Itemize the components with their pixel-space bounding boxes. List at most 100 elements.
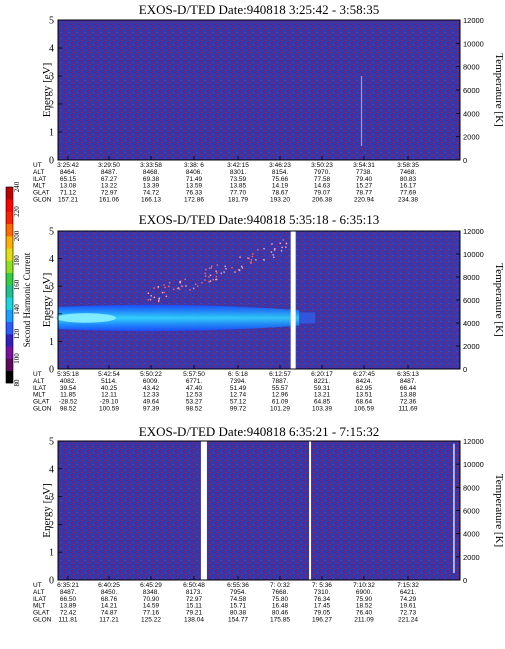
scatter-point (189, 289, 191, 291)
row-value-ut: 3:38: 6 (184, 162, 204, 169)
temperature-tick-label: 10000 (463, 460, 484, 469)
energy-tick-label: 2 (49, 100, 54, 111)
colorbar-tick-label: 220 (13, 206, 21, 217)
scatter-point (147, 299, 149, 301)
row-value-glat: 72.73 (400, 610, 417, 617)
colorbar-segment (6, 358, 13, 372)
row-value-alt: 8154. (272, 169, 288, 176)
scatter-point (216, 272, 218, 274)
scatter-point (274, 247, 276, 250)
row-label-glon: GLON (33, 406, 52, 413)
row-label-mlt: MLT (33, 603, 46, 610)
row-value-glon: 211.09 (354, 617, 374, 624)
row-label-alt: ALT (33, 378, 44, 385)
row-value-alt: 4082. (60, 378, 76, 385)
scatter-point (179, 281, 181, 283)
row-value-glon: 98.52 (60, 406, 77, 413)
row-value-ut: 3:33:58 (140, 162, 162, 169)
row-value-glat: 80.38 (230, 610, 247, 617)
row-value-mlt: 18.52 (356, 603, 373, 610)
scatter-point (158, 300, 160, 302)
scatter-point (215, 275, 218, 278)
row-value-ut: 3:50:23 (311, 162, 333, 169)
energy-tick-label: 1 (49, 337, 54, 348)
scatter-point (204, 272, 206, 275)
scatter-point (215, 270, 217, 272)
row-label-ilat: ILAT (33, 176, 46, 183)
scatter-point (250, 261, 252, 263)
row-value-mlt: 11.85 (60, 392, 76, 399)
energy-tick-label: 0 (49, 365, 54, 376)
energy-tick-label: 4 (49, 44, 54, 55)
row-value-ut: 7: 5:36 (312, 582, 332, 589)
row-label-ut: UT (33, 162, 42, 169)
temperature-tick-label: 4000 (463, 109, 480, 118)
colorbar-segment (6, 370, 13, 384)
scatter-point (271, 243, 273, 245)
temperature-axis-label: Temperature [K] (493, 474, 505, 547)
row-label-glat: GLAT (33, 190, 50, 197)
colorbar-segment (6, 346, 13, 359)
energy-tick-label: 1 (49, 548, 54, 559)
energy-tick-label: 5 (49, 16, 54, 27)
row-value-glat: 72.42 (60, 610, 77, 617)
data-gap (200, 441, 207, 580)
energy-tick-label: 5 (49, 437, 54, 448)
row-value-glon: 234.38 (398, 197, 418, 204)
colorbar-tick-label: 240 (13, 181, 21, 192)
scatter-point (250, 259, 253, 261)
scatter-point (280, 250, 283, 252)
row-value-glon: 103.39 (312, 406, 332, 413)
panel-title: EXOS-D/TED Date:940818 6:35:21 - 7:15:32 (139, 424, 379, 439)
scatter-point (158, 297, 160, 299)
row-value-glon: 172.86 (184, 197, 204, 204)
temperature-tick-label: 8000 (463, 273, 480, 282)
row-value-alt: 8487. (60, 589, 76, 596)
scatter-point (157, 300, 160, 303)
row-value-ilat: 55.57 (272, 385, 289, 392)
colorbar-segment (6, 187, 13, 200)
temperature-tick-label: 6000 (463, 296, 480, 305)
row-value-alt: 7468. (400, 169, 416, 176)
scatter-point (263, 247, 265, 250)
row-label-ut: UT (33, 582, 42, 589)
scatter-point (208, 267, 211, 270)
scatter-point (210, 265, 213, 267)
colorbar-segment (6, 248, 13, 261)
temperature-tick-label: 6000 (463, 86, 480, 95)
row-value-ilat: 66.50 (60, 596, 77, 603)
row-value-glon: 193.20 (270, 197, 290, 204)
row-value-ut: 3:54:31 (353, 162, 375, 169)
harmonic-current-band (58, 304, 300, 332)
row-value-alt: 8406. (186, 169, 202, 176)
row-value-mlt: 16.48 (272, 603, 289, 610)
scatter-point (247, 257, 249, 259)
row-value-ilat: 67.27 (101, 176, 118, 183)
row-label-ilat: ILAT (33, 596, 46, 603)
row-value-mlt: 15.11 (186, 603, 202, 610)
scatter-point (158, 298, 160, 300)
row-label-mlt: MLT (33, 392, 46, 399)
row-value-ilat: 73.59 (230, 176, 247, 183)
row-value-glon: 221.24 (398, 617, 418, 624)
scatter-point (181, 285, 184, 288)
temperature-tick-label: 10000 (463, 39, 484, 48)
scatter-point (272, 254, 274, 256)
row-value-alt: 6009. (143, 378, 159, 385)
row-value-glon: 100.59 (99, 406, 119, 413)
row-value-ilat: 80.83 (400, 176, 417, 183)
row-value-alt: 8221. (314, 378, 330, 385)
scatter-point (210, 267, 213, 269)
row-value-glat: -28.52 (59, 399, 78, 406)
scatter-point (281, 246, 283, 249)
row-value-alt: 7310. (314, 589, 330, 596)
energy-axis-label: Energy [eV] (41, 273, 53, 327)
temperature-tick-label: 8000 (463, 63, 480, 72)
colorbar-label: Second Harmonic Current (22, 252, 32, 347)
row-value-ilat: 75.80 (272, 596, 289, 603)
row-value-ut: 5:57:50 (183, 371, 205, 378)
row-value-ut: 7:15:32 (397, 582, 419, 589)
colorbar-tick-label: 100 (13, 353, 21, 364)
row-value-glat: 77.69 (400, 190, 417, 197)
panel-title: EXOS-D/TED Date:940818 3:25:42 - 3:58:35 (139, 2, 379, 17)
